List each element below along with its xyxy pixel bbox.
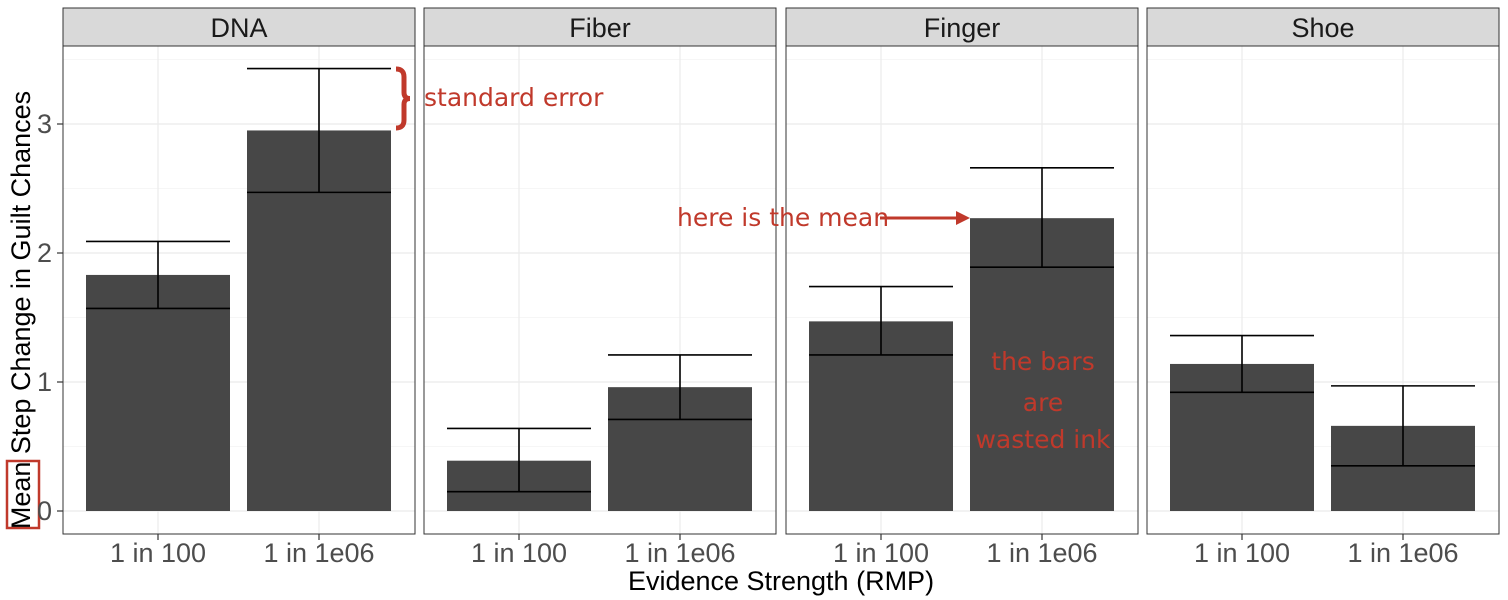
facet-label: Shoe bbox=[1291, 13, 1354, 43]
annotation-standard-error: standard error bbox=[424, 83, 604, 112]
annotation-wasted-ink-line: wasted ink bbox=[975, 425, 1111, 454]
y-tick-label: 1 bbox=[37, 367, 52, 397]
y-axis-title-rest: Step Change in Guilt Chances bbox=[6, 91, 36, 462]
facet-panels: DNA 1 in 100 1 in 1e06 Fiber 1 in 100 1 in 1e… bbox=[62, 7, 1500, 568]
x-tick-label: 1 in 100 bbox=[110, 538, 206, 568]
annotation-wasted-ink-line: the bars bbox=[991, 347, 1094, 376]
facet-strip bbox=[62, 7, 416, 47]
facet-label: Fiber bbox=[569, 13, 631, 43]
x-tick-label: 1 in 1e06 bbox=[624, 538, 735, 568]
facet-label: DNA bbox=[210, 13, 267, 43]
panel-fiber: Fiber 1 in 100 1 in 1e06 bbox=[423, 7, 777, 568]
y-axis: 0 1 2 3 bbox=[37, 109, 63, 526]
x-tick-label: 1 in 100 bbox=[833, 538, 929, 568]
y-axis-title-mean: Mean bbox=[6, 462, 36, 530]
x-axis-title: Evidence Strength (RMP) bbox=[628, 566, 934, 596]
x-tick-label: 1 in 100 bbox=[1194, 538, 1290, 568]
panel-shoe: Shoe 1 in 100 1 in 1e06 bbox=[1146, 7, 1500, 568]
y-axis-title: Mean Step Change in Guilt Chances bbox=[5, 91, 41, 530]
bar bbox=[86, 274, 230, 511]
annotations: standard error here is the mean the bars ar… bbox=[395, 66, 1111, 454]
facet-strip bbox=[423, 7, 777, 47]
y-tick-label: 3 bbox=[37, 109, 52, 139]
curly-brace-icon bbox=[395, 66, 411, 131]
facet-label: Finger bbox=[924, 13, 1001, 43]
annotation-wasted-ink-line: are bbox=[1023, 388, 1063, 417]
y-tick-label: 2 bbox=[37, 238, 52, 268]
annotation-mean: here is the mean bbox=[677, 203, 889, 232]
facet-strip bbox=[1146, 7, 1500, 47]
x-tick-label: 1 in 1e06 bbox=[986, 538, 1097, 568]
x-tick-label: 1 in 1e06 bbox=[263, 538, 374, 568]
facet-strip bbox=[785, 7, 1139, 47]
bar bbox=[247, 130, 391, 511]
mean-highlight-box bbox=[5, 459, 41, 530]
arrow-head-icon bbox=[956, 211, 970, 225]
panel-dna: DNA 1 in 100 1 in 1e06 bbox=[62, 7, 416, 568]
panel-finger: Finger 1 in 100 1 in 1e06 bbox=[785, 7, 1139, 568]
svg-text:Mean Step Change in Guilt Chan: Mean Step Change in Guilt Chances bbox=[6, 91, 36, 529]
x-tick-label: 1 in 1e06 bbox=[1347, 538, 1458, 568]
y-tick-label: 0 bbox=[37, 496, 52, 526]
x-tick-label: 1 in 100 bbox=[471, 538, 567, 568]
